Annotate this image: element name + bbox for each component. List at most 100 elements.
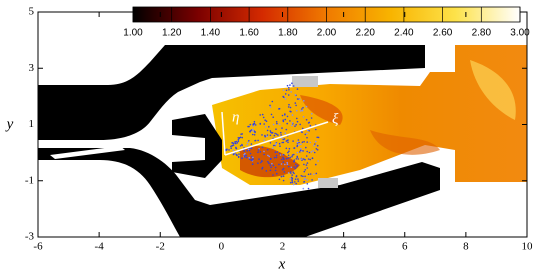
particle	[288, 155, 290, 157]
particle	[298, 180, 300, 182]
particle	[244, 153, 246, 155]
particle	[274, 135, 276, 137]
particle	[288, 166, 290, 168]
particle	[249, 158, 251, 160]
particle	[277, 134, 279, 136]
wall-insert	[318, 178, 338, 188]
particle	[310, 173, 312, 175]
particle	[276, 173, 278, 175]
particle	[300, 110, 302, 112]
particle	[291, 174, 293, 176]
particle	[283, 89, 285, 91]
particle	[251, 143, 253, 145]
annotation: ξ	[332, 111, 339, 127]
particle	[250, 153, 252, 155]
particle	[252, 130, 254, 132]
particle	[233, 144, 235, 146]
particle	[286, 90, 288, 92]
particle	[302, 110, 304, 112]
colorbar-tick-label: 1.60	[239, 28, 259, 39]
particle	[255, 124, 257, 126]
particle	[270, 142, 272, 144]
particle	[301, 175, 303, 177]
particle	[299, 151, 301, 153]
particle	[248, 140, 250, 142]
particle	[280, 132, 282, 134]
particle	[306, 141, 308, 143]
particle	[292, 114, 294, 116]
particle	[299, 99, 301, 101]
particle	[266, 170, 268, 172]
particle	[279, 124, 281, 126]
particle	[289, 157, 291, 159]
particle	[275, 170, 277, 172]
particle	[272, 101, 274, 103]
particle	[250, 124, 252, 126]
particle	[276, 133, 278, 135]
particle	[270, 167, 272, 169]
particle	[300, 144, 302, 146]
particle	[306, 155, 308, 157]
colorbar-tick-label: 2.60	[433, 28, 453, 39]
particle	[268, 126, 270, 128]
particle	[275, 128, 277, 130]
particle	[284, 114, 286, 116]
particle	[293, 147, 295, 149]
particle	[287, 116, 289, 118]
particle	[305, 169, 307, 171]
particle	[288, 104, 290, 106]
particle	[307, 183, 309, 185]
particle	[263, 140, 265, 142]
particle	[275, 144, 277, 146]
particle	[266, 120, 268, 122]
injector	[172, 114, 222, 178]
particle	[226, 149, 228, 151]
particle	[281, 163, 283, 165]
particle	[297, 152, 299, 154]
particle	[308, 158, 310, 160]
particle	[287, 85, 289, 87]
particle	[288, 172, 290, 174]
particle	[299, 124, 301, 126]
particle	[308, 188, 310, 190]
particle	[287, 163, 289, 165]
particle	[284, 164, 286, 166]
particle	[268, 156, 270, 158]
particle	[304, 171, 306, 173]
particle	[307, 162, 309, 164]
particle	[297, 121, 299, 123]
particle	[243, 150, 245, 152]
particle	[257, 151, 259, 153]
colorbar-tick-label: 2.80	[472, 28, 492, 39]
particle	[303, 116, 305, 118]
particle	[249, 131, 251, 133]
particle	[263, 151, 265, 153]
particle	[261, 168, 263, 170]
particle	[290, 91, 292, 93]
particle	[270, 130, 272, 132]
particle	[238, 139, 240, 141]
particle	[285, 93, 287, 95]
x-tick-label: -2	[156, 241, 165, 253]
particle	[284, 171, 286, 173]
particle	[254, 140, 256, 142]
particle	[292, 122, 294, 124]
x-tick-label: 10	[522, 241, 534, 253]
particle	[264, 135, 266, 137]
particle	[240, 133, 242, 135]
particle	[308, 130, 310, 132]
particle	[252, 163, 254, 165]
particle	[257, 140, 259, 142]
particle	[296, 110, 298, 112]
particle	[291, 167, 293, 169]
particle	[251, 129, 253, 131]
particle	[283, 175, 285, 177]
particle	[291, 179, 293, 181]
particle	[309, 159, 311, 161]
particle	[259, 114, 261, 116]
particle	[289, 111, 291, 113]
particle	[271, 114, 273, 116]
particle	[270, 164, 272, 166]
colorbar-tick-label: 1.40	[201, 28, 221, 39]
particle	[283, 158, 285, 160]
